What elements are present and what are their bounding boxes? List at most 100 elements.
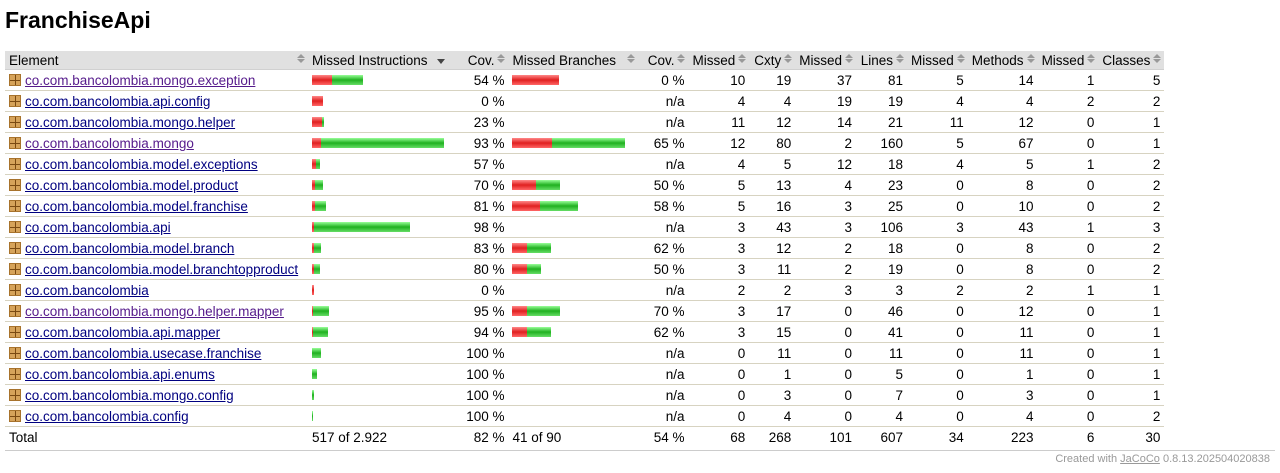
package-icon [9, 178, 21, 191]
methods: 1 [967, 363, 1038, 385]
package-link[interactable]: co.com.bancolombia.model.franchise [25, 198, 248, 214]
total-complexity: 268 [749, 426, 796, 447]
element-cell: co.com.bancolombia.mongo.exception [5, 69, 308, 91]
column-header-missed-classes[interactable]: Missed [1037, 51, 1099, 70]
covered-bar-segment [314, 222, 410, 232]
missed-classes: 0 [1037, 237, 1099, 259]
lines: 11 [856, 342, 908, 364]
column-header-methods[interactable]: Methods [967, 51, 1038, 70]
package-link[interactable]: co.com.bancolombia.api [25, 219, 171, 235]
lines: 25 [856, 195, 908, 217]
complexity: 1 [749, 363, 796, 385]
column-header-label: Missed [1041, 52, 1085, 68]
package-link[interactable]: co.com.bancolombia.mongo.exception [25, 72, 256, 88]
package-link[interactable]: co.com.bancolombia.mongo.helper.mapper [25, 303, 284, 319]
instruction-coverage-bar [312, 327, 444, 337]
package-link[interactable]: co.com.bancolombia.mongo.helper [25, 114, 236, 130]
missed-methods: 0 [907, 237, 968, 259]
instruction-coverage: 83 % [448, 237, 509, 259]
classes: 1 [1098, 132, 1165, 154]
column-header-missed-complexity[interactable]: Missed [688, 51, 750, 70]
missed-methods: 0 [907, 258, 968, 280]
column-header-missed-lines[interactable]: Missed [795, 51, 857, 70]
lines: 3 [856, 279, 908, 301]
methods: 8 [967, 174, 1038, 196]
column-header-missed-methods[interactable]: Missed [907, 51, 968, 70]
missed-bar-segment [312, 222, 315, 232]
total-lines: 607 [856, 426, 908, 447]
package-icon [9, 304, 21, 317]
missed-methods: 3 [907, 216, 968, 238]
package-link[interactable]: co.com.bancolombia.model.branch [25, 240, 235, 256]
column-header-lines[interactable]: Lines [856, 51, 908, 70]
covered-bar-segment [313, 327, 328, 337]
instruction-bar-cell [308, 321, 449, 343]
column-header-branch-coverage[interactable]: Cov. [638, 51, 689, 70]
branch-coverage-bar [512, 117, 634, 127]
package-icon [9, 346, 21, 359]
instruction-bar-cell [308, 342, 449, 364]
package-link[interactable]: co.com.bancolombia [25, 282, 149, 298]
missed-complexity: 11 [688, 111, 750, 133]
lines: 19 [856, 258, 908, 280]
branch-bar-cell [508, 174, 639, 196]
missed-classes: 0 [1037, 111, 1099, 133]
missed-methods: 2 [907, 279, 968, 301]
column-header-element[interactable]: Element [5, 51, 308, 70]
covered-bar-segment [315, 180, 324, 190]
instruction-coverage: 98 % [448, 216, 509, 238]
instruction-coverage-bar [312, 201, 444, 211]
column-header-label: Missed Instructions [312, 52, 428, 68]
branch-coverage: 0 % [638, 69, 689, 91]
missed-methods: 5 [907, 132, 968, 154]
instruction-coverage-bar [312, 243, 444, 253]
lines: 21 [856, 111, 908, 133]
instruction-bar-cell [308, 195, 449, 217]
instruction-coverage: 57 % [448, 153, 509, 175]
covered-bar-segment [321, 138, 445, 148]
instruction-coverage-bar [312, 138, 445, 148]
column-header-label: Missed [692, 52, 736, 68]
package-link[interactable]: co.com.bancolombia.api.config [25, 93, 211, 109]
package-link[interactable]: co.com.bancolombia.api.mapper [25, 324, 221, 340]
jacoco-link[interactable]: JaCoCo [1120, 453, 1160, 465]
missed-bar-segment [312, 159, 316, 169]
package-link[interactable]: co.com.bancolombia.model.branchtopproduc… [25, 261, 299, 277]
lines: 18 [856, 153, 908, 175]
table-row: co.com.bancolombia.mongo.config 100 % n/a 0… [5, 384, 1165, 406]
missed-bar-segment [312, 285, 314, 295]
missed-bar-segment [312, 117, 322, 127]
package-link[interactable]: co.com.bancolombia.config [25, 408, 189, 424]
total-branch-coverage: 54 % [638, 426, 689, 447]
total-instruction-coverage: 82 % [448, 426, 509, 447]
methods: 11 [967, 321, 1038, 343]
classes: 2 [1098, 258, 1165, 280]
missed-lines: 0 [795, 363, 857, 385]
package-link[interactable]: co.com.bancolombia.api.enums [25, 366, 215, 382]
classes: 1 [1098, 363, 1165, 385]
package-link[interactable]: co.com.bancolombia.usecase.franchise [25, 345, 262, 361]
missed-lines: 3 [795, 195, 857, 217]
instruction-bar-cell [308, 300, 449, 322]
package-icon [9, 157, 21, 170]
package-link[interactable]: co.com.bancolombia.mongo.config [25, 387, 234, 403]
table-body: co.com.bancolombia.mongo.exception 54 % 0 … [5, 69, 1165, 427]
column-header-missed-instructions[interactable]: Missed Instructions [308, 51, 449, 70]
branch-coverage-bar [512, 306, 634, 316]
branch-coverage-bar [512, 390, 634, 400]
column-header-complexity[interactable]: Cxty [749, 51, 796, 70]
branch-bar-cell [508, 132, 639, 154]
branch-coverage: n/a [638, 384, 689, 406]
complexity: 17 [749, 300, 796, 322]
methods: 5 [967, 153, 1038, 175]
package-link[interactable]: co.com.bancolombia.model.exceptions [25, 156, 258, 172]
column-header-instruction-coverage[interactable]: Cov. [448, 51, 509, 70]
column-header-missed-branches[interactable]: Missed Branches [508, 51, 639, 70]
package-link[interactable]: co.com.bancolombia.model.product [25, 177, 239, 193]
branch-coverage-bar [512, 411, 634, 421]
instruction-coverage-bar [312, 75, 444, 85]
column-header-classes[interactable]: Classes [1098, 51, 1165, 70]
branch-coverage: 62 % [638, 237, 689, 259]
package-link[interactable]: co.com.bancolombia.mongo [25, 135, 194, 151]
instruction-coverage-bar [312, 96, 444, 106]
